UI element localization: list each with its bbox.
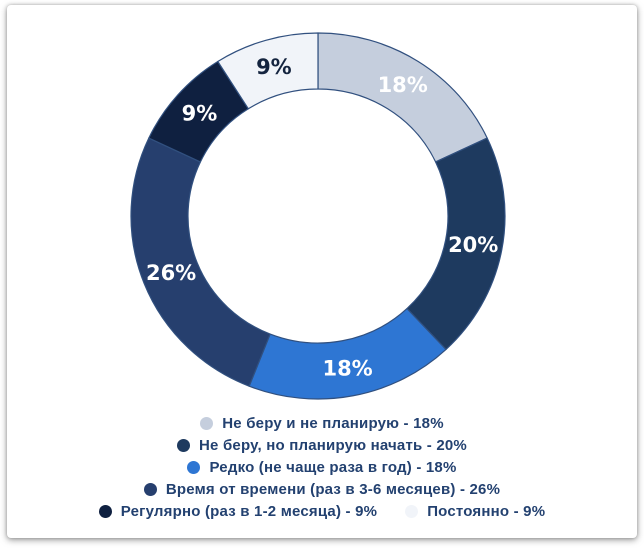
legend-row: Не беру и не планирую - 18% (200, 412, 444, 434)
legend-bullet-icon (405, 504, 419, 518)
legend-bullet-icon (187, 460, 201, 474)
legend-item: Не беру, но планирую начать - 20% (177, 437, 467, 454)
segment-value-label: 20% (448, 233, 498, 257)
legend-bullet-icon (200, 416, 214, 430)
legend-item-label: Время от времени (раз в 3-6 месяцев) - 2… (165, 480, 501, 498)
donut-chart: 18% 20% 18% 26% 9% 9% (130, 32, 506, 400)
legend-item-label: Постоянно - 9% (427, 502, 546, 520)
legend-item-label: Не беру и не планирую - 18% (222, 414, 444, 432)
legend-item-label: Регулярно (раз в 1-2 месяца) - 9% (120, 502, 378, 520)
donut-segment (217, 32, 319, 110)
legend: Не беру и не планирую - 18% Не беру, но п… (7, 412, 637, 522)
legend-bullet-icon (177, 438, 191, 452)
legend-row: Время от времени (раз в 3-6 месяцев) - 2… (143, 478, 501, 500)
chart-card: 18% 20% 18% 26% 9% 9% Не беру и не планирую -… (7, 5, 637, 538)
legend-item-label: Не беру, но планирую начать - 20% (199, 436, 467, 454)
segment-value-label: 9% (182, 102, 218, 126)
segment-value-label: 9% (256, 55, 292, 79)
legend-item: Редко (не чаще раза в год) - 18% (187, 459, 456, 476)
legend-item-label: Редко (не чаще раза в год) - 18% (209, 458, 457, 476)
segment-value-label: 26% (146, 261, 196, 285)
legend-bullet-icon (98, 504, 112, 518)
legend-item: Не беру и не планирую - 18% (200, 414, 444, 432)
legend-bullet-icon (143, 482, 157, 496)
legend-row: Редко (не чаще раза в год) - 18% (187, 456, 456, 478)
legend-row: Регулярно (раз в 1-2 месяца) - 9% Постоян… (98, 500, 545, 522)
legend-item: Постоянно - 9% (405, 503, 545, 520)
donut-segment (248, 307, 447, 400)
donut-segment (317, 32, 488, 163)
legend-row: Не беру, но планирую начать - 20% (177, 434, 467, 456)
segment-value-label: 18% (322, 356, 372, 380)
segment-value-label: 18% (378, 73, 428, 97)
legend-item: Регулярно (раз в 1-2 месяца) - 9% (98, 502, 378, 520)
legend-item: Время от времени (раз в 3-6 месяцев) - 2… (143, 480, 501, 498)
